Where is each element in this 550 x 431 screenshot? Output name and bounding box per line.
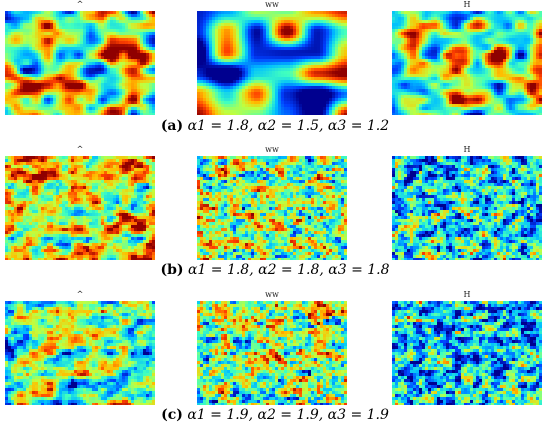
random-field-image <box>392 11 542 115</box>
figure-row-a: ^ ww H (a) α1 = 1.8, α2 = 1.5, α3 = 1.2 <box>0 0 550 140</box>
random-field-image <box>197 11 347 115</box>
panel-label: ww <box>265 145 279 154</box>
random-field-image <box>392 156 542 260</box>
panel-label: ^ <box>76 0 84 9</box>
panel-label: ^ <box>76 290 84 299</box>
subfigure-caption-c: (c) α1 = 1.9, α2 = 1.9, α3 = 1.9 <box>0 407 550 423</box>
figure-row-c: ^ ww H (c) α1 = 1.9, α2 = 1.9, α3 = 1.9 <box>0 290 550 431</box>
panel-label: ww <box>265 0 279 9</box>
panel-label: H <box>463 145 471 154</box>
field-panel-c-2: ww <box>197 290 347 405</box>
random-field-image <box>5 11 155 115</box>
panel-label: H <box>463 290 471 299</box>
caption-label: (b) <box>160 262 184 278</box>
field-panel-a-1: ^ <box>5 0 155 115</box>
random-field-image <box>5 301 155 405</box>
panel-label: H <box>463 0 471 9</box>
random-field-image <box>5 156 155 260</box>
caption-math: α1 = 1.8, α2 = 1.5, α3 = 1.2 <box>187 118 390 134</box>
field-panel-c-1: ^ <box>5 290 155 405</box>
random-field-image <box>197 301 347 405</box>
caption-label: (a) <box>160 118 184 134</box>
field-panel-b-1: ^ <box>5 145 155 260</box>
caption-math: α1 = 1.9, α2 = 1.9, α3 = 1.9 <box>187 407 389 423</box>
caption-label: (c) <box>161 407 183 423</box>
figure-row-b: ^ ww H (b) α1 = 1.8, α2 = 1.8, α3 = 1.8 <box>0 145 550 285</box>
panel-label: ^ <box>76 145 84 154</box>
field-panel-c-3: H <box>392 290 542 405</box>
field-panel-a-3: H <box>392 0 542 115</box>
field-panel-b-3: H <box>392 145 542 260</box>
caption-math: α1 = 1.8, α2 = 1.8, α3 = 1.8 <box>187 262 390 278</box>
random-field-image <box>197 156 347 260</box>
field-panel-a-2: ww <box>197 0 347 115</box>
subfigure-caption-a: (a) α1 = 1.8, α2 = 1.5, α3 = 1.2 <box>0 118 550 134</box>
panel-label: ww <box>265 290 279 299</box>
random-field-image <box>392 301 542 405</box>
field-panel-b-2: ww <box>197 145 347 260</box>
subfigure-caption-b: (b) α1 = 1.8, α2 = 1.8, α3 = 1.8 <box>0 262 550 278</box>
